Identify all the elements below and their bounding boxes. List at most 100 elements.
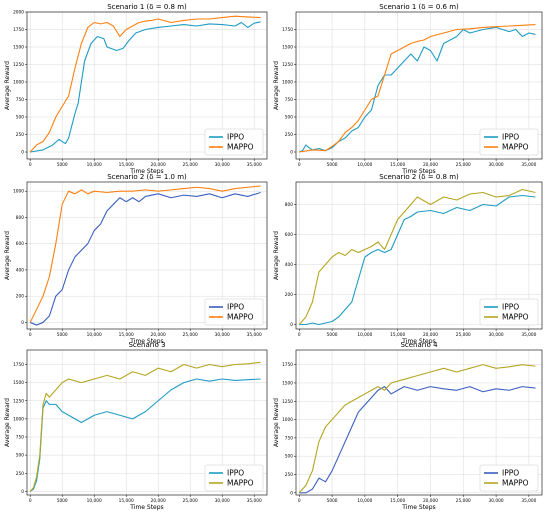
- y-tick-label: 1000: [282, 417, 293, 423]
- x-tick-label: 5000: [57, 162, 68, 168]
- x-tick-label: 20,000: [151, 162, 166, 168]
- y-tick-label: 0: [290, 322, 293, 328]
- y-tick-label: 400: [16, 267, 24, 273]
- x-tick-label: 35,000: [247, 332, 262, 338]
- x-tick-label: 20,000: [423, 162, 438, 168]
- series-line-mappo: [29, 15, 261, 153]
- x-tick-label: 0: [29, 332, 32, 338]
- y-tick-label: 1500: [13, 380, 24, 386]
- x-tick-label: 5000: [327, 332, 338, 338]
- y-tick-label: 500: [285, 115, 293, 121]
- y-tick-label: 0: [290, 490, 293, 496]
- x-tick-label: 0: [29, 498, 32, 504]
- x-tick-label: 0: [29, 162, 32, 168]
- x-axis-label: Time Steps: [129, 168, 163, 175]
- x-tick-label: 0: [298, 332, 301, 338]
- x-tick-label: 30,000: [215, 332, 230, 338]
- x-tick-label: 20,000: [423, 498, 438, 504]
- x-tick-label: 20,000: [151, 498, 166, 504]
- chart-panel: 0 5000 10,000 15,000 20,000 25,000 30,000 35,00…: [273, 3, 543, 175]
- x-tick-label: 0: [298, 162, 301, 168]
- y-tick-label: 400: [285, 262, 293, 268]
- x-tick-label: 25,000: [456, 498, 471, 504]
- y-tick-label: 0: [21, 150, 24, 156]
- x-tick-label: 10,000: [357, 332, 372, 338]
- x-tick-label: 0: [298, 498, 301, 504]
- x-tick-label: 10,000: [87, 332, 102, 338]
- y-axis-label: Average Reward: [273, 61, 280, 110]
- x-tick-label: 25,000: [456, 162, 471, 168]
- y-tick-label: 750: [285, 435, 293, 441]
- x-tick-label: 10,000: [87, 498, 102, 504]
- legend-label-ippo: IPPO: [227, 469, 244, 478]
- x-tick-label: 15,000: [119, 162, 134, 168]
- chart-title: Scenario 4: [400, 341, 438, 349]
- chart-panel: 0 5000 10,000 15,000 20,000 25,000 30,000 35,00…: [4, 3, 268, 175]
- legend-label-ippo: IPPO: [502, 469, 519, 478]
- chart-title: Scenario 1 (δ = 0.6 m): [379, 3, 459, 11]
- x-axis-label: Time Steps: [401, 338, 435, 345]
- series-line-mappo: [29, 361, 261, 492]
- y-tick-label: 1500: [282, 45, 293, 51]
- x-tick-label: 15,000: [119, 332, 134, 338]
- y-tick-label: 500: [16, 115, 24, 121]
- y-axis-label: Average Reward: [4, 398, 11, 447]
- y-tick-label: 1750: [13, 27, 24, 33]
- chart-panel: 0 5000 10,000 15,000 20,000 25,000 30,000 35,00…: [273, 173, 543, 345]
- y-tick-label: 750: [16, 97, 24, 103]
- y-tick-label: 250: [16, 132, 24, 138]
- legend-box: [479, 464, 539, 492]
- chart-title: Scenario 3: [128, 341, 165, 349]
- x-tick-label: 35,000: [247, 162, 262, 168]
- axes-frame: [26, 349, 268, 496]
- series-line-ippo: [29, 191, 261, 326]
- y-tick-label: 1750: [282, 27, 293, 33]
- x-axis-label: Time Steps: [401, 168, 435, 175]
- legend-label-mappo: MAPPO: [502, 143, 529, 152]
- axes-frame: [295, 349, 543, 496]
- chart-panel: 0 5000 10,000 15,000 20,000 25,000 30,000 35,00…: [4, 173, 268, 345]
- series-line-mappo: [298, 188, 536, 325]
- y-axis-label: Average Reward: [4, 61, 11, 110]
- y-tick-label: 1000: [282, 80, 293, 86]
- series-line-ippo: [30, 21, 261, 153]
- y-axis-label: Average Reward: [273, 398, 280, 447]
- x-tick-label: 35,000: [521, 162, 536, 168]
- legend-box: [204, 298, 264, 326]
- y-tick-label: 1000: [13, 416, 24, 422]
- x-tick-label: 30,000: [215, 162, 230, 168]
- y-axis-label: Average Reward: [4, 231, 11, 280]
- chart-title: Scenario 1 (δ = 0.8 m): [107, 3, 187, 11]
- legend-label-mappo: MAPPO: [502, 479, 529, 488]
- legend-label-ippo: IPPO: [227, 133, 244, 142]
- x-tick-label: 5000: [327, 162, 338, 168]
- legend-label-mappo: MAPPO: [227, 479, 254, 488]
- y-tick-label: 2000: [13, 10, 24, 16]
- x-tick-label: 5000: [327, 498, 338, 504]
- y-tick-label: 1000: [13, 189, 24, 195]
- y-tick-label: 1000: [13, 80, 24, 86]
- y-tick-label: 1250: [282, 399, 293, 405]
- y-tick-label: 600: [16, 241, 24, 247]
- x-tick-label: 30,000: [489, 162, 504, 168]
- y-tick-label: 1250: [13, 62, 24, 68]
- x-tick-label: 35,000: [521, 498, 536, 504]
- x-tick-label: 5000: [57, 498, 68, 504]
- y-tick-label: 500: [16, 453, 24, 459]
- y-tick-label: 250: [16, 471, 24, 477]
- x-tick-label: 15,000: [119, 498, 134, 504]
- y-tick-label: 1500: [282, 380, 293, 386]
- chart-panel: 0 5000 10,000 15,000 20,000 25,000 30,000 35,00…: [273, 341, 543, 511]
- x-tick-label: 20,000: [423, 332, 438, 338]
- x-tick-label: 35,000: [247, 498, 262, 504]
- axes-frame: [295, 11, 543, 160]
- chart-panel: 0 5000 10,000 15,000 20,000 25,000 30,000 35,00…: [4, 341, 268, 511]
- y-tick-label: 250: [285, 132, 293, 138]
